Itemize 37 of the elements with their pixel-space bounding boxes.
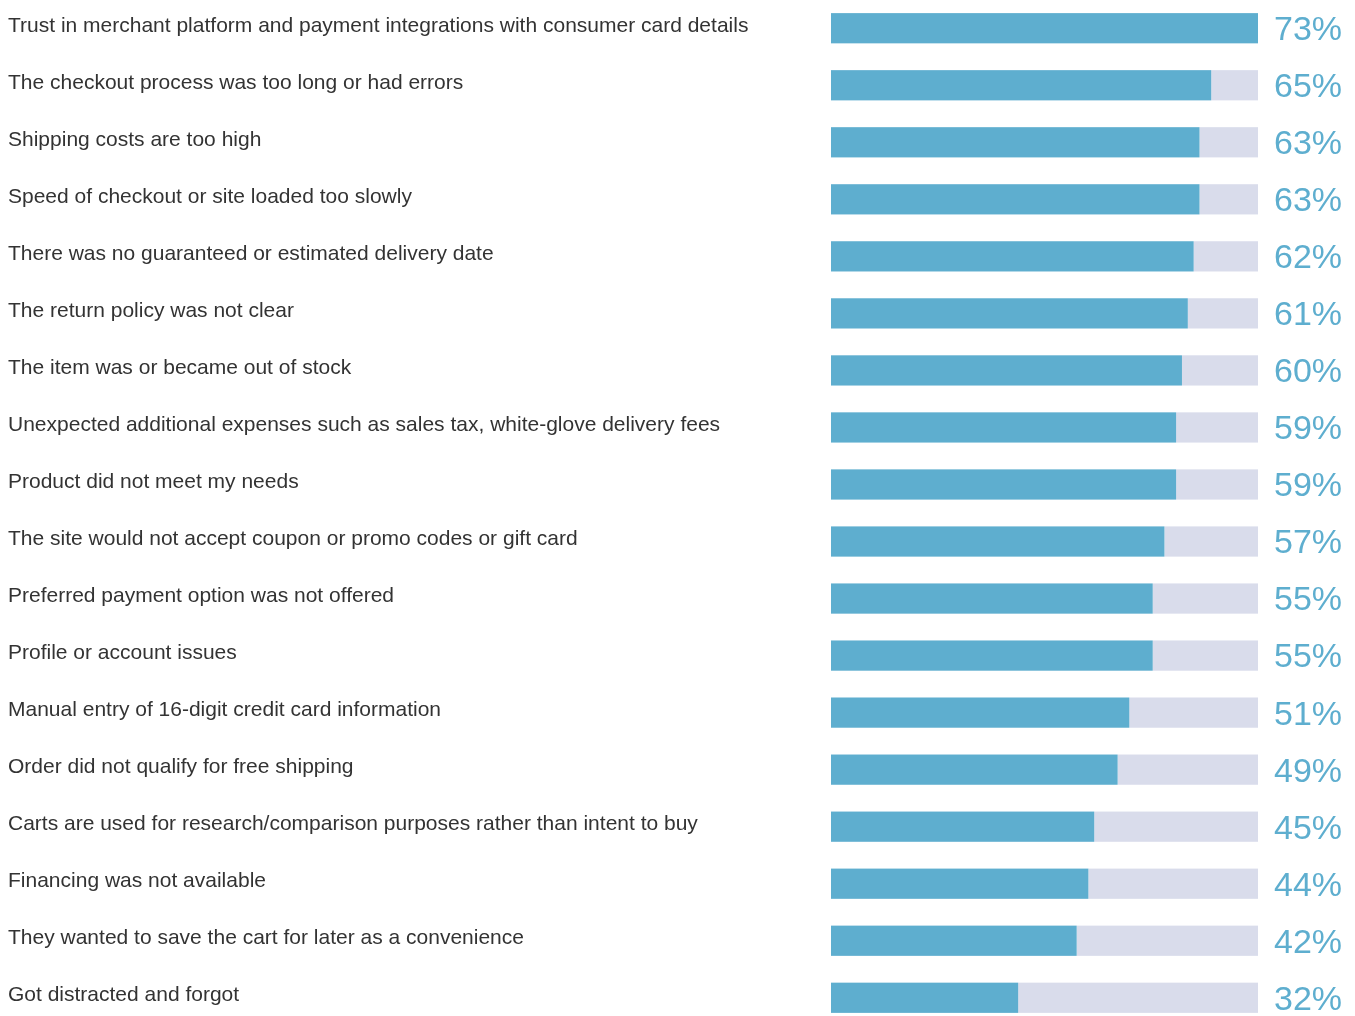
data-label: 49% — [1274, 750, 1343, 789]
y-tick-label: Shipping costs are too high — [8, 126, 262, 150]
data-label: 59% — [1274, 408, 1343, 447]
data-label: 57% — [1274, 522, 1343, 561]
bar — [831, 13, 1258, 44]
data-label: 32% — [1274, 978, 1343, 1016]
data-label: 44% — [1274, 864, 1343, 903]
y-tick-label: There was no guaranteed or estimated delivery date — [8, 240, 494, 264]
data-label: 60% — [1274, 351, 1343, 390]
y-tick-label: Speed of checkout or site loaded too slowly — [8, 183, 413, 207]
y-tick-label: Got distracted and forgot — [8, 982, 240, 1006]
data-label: 61% — [1274, 294, 1343, 333]
y-tick-label: Trust in merchant platform and payment integrations with consumer card details — [8, 12, 749, 36]
y-tick-label: Carts are used for research/comparison purposes rather than intent to buy — [8, 811, 699, 835]
y-tick-label: Manual entry of 16-digit credit card information — [8, 696, 442, 720]
data-label: 63% — [1274, 123, 1343, 162]
y-tick-label: Product did not meet my needs — [8, 468, 299, 492]
data-label: 42% — [1274, 921, 1343, 960]
y-tick-label: The item was or became out of stock — [8, 354, 352, 378]
y-tick-label: They wanted to save the cart for later as a convenience — [8, 925, 524, 949]
y-tick-label: Order did not qualify for free shipping — [8, 753, 354, 777]
y-tick-label: The checkout process was too long or had errors — [8, 69, 464, 93]
data-label: 45% — [1274, 807, 1343, 846]
y-tick-label: Financing was not available — [8, 868, 266, 892]
data-label: 59% — [1274, 465, 1343, 504]
y-tick-label: The return policy was not clear — [8, 297, 294, 321]
data-label: 63% — [1274, 180, 1343, 219]
data-label: 65% — [1274, 66, 1343, 105]
data-label: 55% — [1274, 636, 1343, 675]
data-label: 73% — [1274, 9, 1343, 48]
y-tick-label: The site would not accept coupon or promo codes or gift card — [8, 525, 578, 549]
data-label: 51% — [1274, 693, 1343, 732]
y-tick-label: Preferred payment option was not offered — [8, 582, 395, 606]
y-tick-label: Unexpected additional expenses such as sales tax, white-glove delivery fees — [8, 411, 721, 435]
data-label: 55% — [1274, 579, 1343, 618]
data-label: 62% — [1274, 237, 1343, 276]
y-tick-label: Profile or account issues — [8, 639, 237, 663]
